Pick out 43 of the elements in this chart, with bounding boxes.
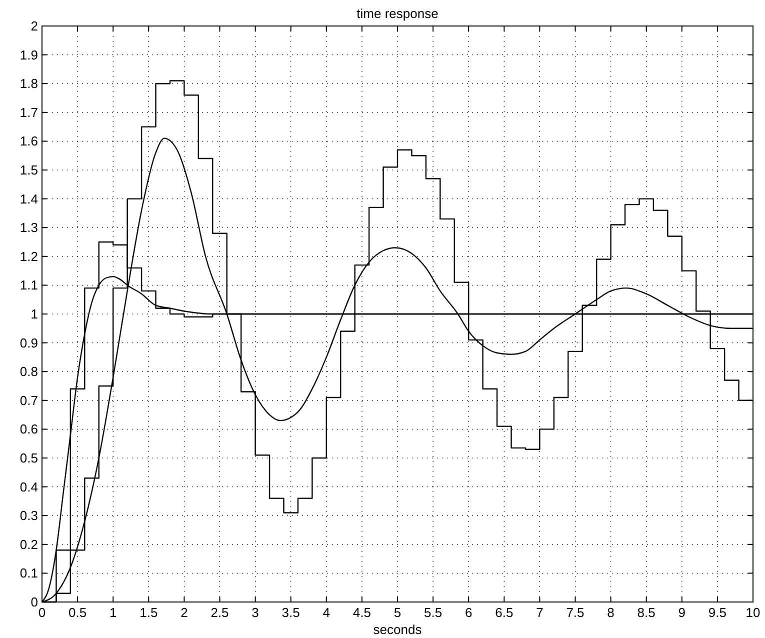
x-axis-title: seconds (373, 622, 422, 637)
y-tick-label: 0.3 (20, 508, 38, 524)
x-tick-label: 8 (607, 605, 614, 620)
y-tick-label: 0.6 (20, 422, 38, 437)
x-tick-label: 4.5 (352, 605, 371, 620)
y-tick-label: 1.3 (20, 220, 38, 236)
y-tick-label: 0.1 (20, 566, 38, 581)
x-tick-label: 7 (536, 605, 544, 620)
x-tick-label: 5 (394, 605, 402, 620)
x-tick-label: 8.5 (637, 605, 656, 620)
chart-title: time response (356, 6, 438, 21)
x-tick-label: 9.5 (708, 605, 726, 620)
y-tick-label: 1.1 (20, 278, 38, 293)
x-tick-label: 9 (678, 605, 686, 620)
x-tick-label: 5.5 (424, 605, 442, 620)
x-tick-label: 0.5 (68, 605, 87, 620)
y-tick-label: 1.2 (20, 248, 38, 264)
y-tick-label: 1 (30, 306, 38, 322)
y-tick-label: 0.4 (20, 479, 38, 494)
y-tick-label: 1.5 (20, 162, 38, 178)
y-tick-label: 1.8 (20, 76, 38, 92)
x-tick-label: 10 (746, 605, 760, 620)
y-tick-label: 0.9 (20, 335, 38, 350)
y-tick-label: 1.6 (20, 134, 38, 149)
y-tick-label: 0 (30, 594, 38, 610)
x-tick-label: 6.5 (495, 605, 514, 620)
x-tick-label: 3.5 (282, 605, 300, 620)
x-tick-label: 2 (180, 605, 188, 620)
y-tick-label: 1.7 (20, 104, 38, 120)
y-tick-label: 0.7 (20, 392, 38, 408)
x-tick-label: 7.5 (566, 605, 584, 620)
x-tick-label: 4 (322, 605, 330, 620)
x-tick-label: 6 (464, 605, 472, 620)
y-tick-label: 2 (30, 18, 38, 34)
y-tick-label: 1.9 (20, 47, 38, 62)
x-tick-label: 1.5 (140, 605, 158, 620)
y-tick-label: 0.8 (20, 364, 38, 380)
y-tick-label: 0.5 (20, 450, 38, 466)
y-tick-label: 0.2 (20, 536, 38, 552)
y-tick-label: 1.4 (20, 191, 38, 206)
x-tick-label: 1 (109, 605, 117, 620)
x-tick-label: 2.5 (210, 605, 229, 620)
x-tick-label: 3 (252, 605, 259, 620)
